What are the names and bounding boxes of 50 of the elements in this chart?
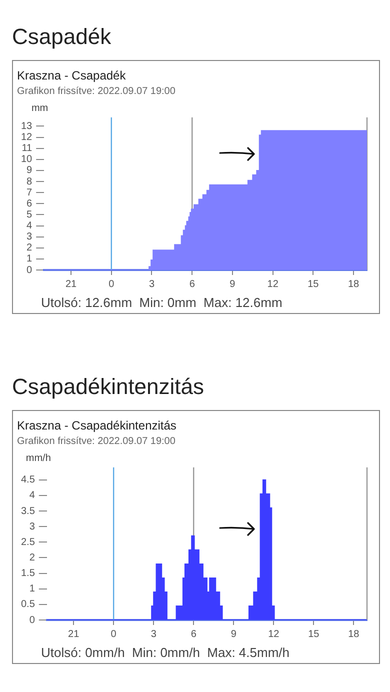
y-tick-label: 8 bbox=[26, 176, 33, 188]
y-tick-label: 0.5 bbox=[20, 599, 36, 610]
y-tick-label: 4 bbox=[29, 490, 36, 502]
chart-subtitle: Kraszna - Csapadékintenzitás bbox=[17, 418, 176, 433]
y-tick-label: 1 bbox=[26, 254, 33, 265]
x-tick-label: 15 bbox=[308, 628, 320, 640]
text: Grafikon frissítve: 2022.09.07 19:00 bbox=[17, 436, 176, 448]
y-tick-label: 10 bbox=[21, 154, 33, 166]
y-tick-label: 3 bbox=[26, 232, 33, 243]
y-tick-label: 9 bbox=[26, 165, 33, 176]
text: Utolsó: 12.6mm Min: 0mm Max: 12.6mm bbox=[41, 295, 282, 310]
y-tick-label: 3.5 bbox=[20, 506, 36, 517]
x-tick-label: 12 bbox=[267, 278, 279, 290]
x-tick-label: 12 bbox=[268, 628, 280, 640]
text: Grafikon frissítve: 2022.09.07 19:00 bbox=[17, 86, 176, 98]
y-axis-title: mm bbox=[31, 103, 48, 114]
text: Utolsó: 0mm/h Min: 0mm/h Max: 4.5mm/h bbox=[41, 645, 290, 660]
x-tick-label: 9 bbox=[230, 628, 237, 640]
y-tick-label: 2 bbox=[29, 552, 36, 564]
x-tick-label: 9 bbox=[230, 278, 236, 290]
y-tick-label: 5 bbox=[26, 209, 33, 220]
y-tick-label: 3 bbox=[29, 521, 36, 532]
y-tick-label: 6 bbox=[26, 198, 33, 210]
x-tick-label: 3 bbox=[150, 628, 157, 640]
x-tick-label: 0 bbox=[110, 628, 117, 640]
x-tick-label: 3 bbox=[148, 278, 155, 290]
x-tick-label: 0 bbox=[108, 278, 115, 290]
chart-title: Csapadék bbox=[12, 24, 112, 50]
y-tick-label: 2.5 bbox=[20, 536, 36, 548]
y-tick-label: 4 bbox=[26, 220, 33, 232]
x-tick-label: 18 bbox=[348, 278, 360, 290]
x-tick-label: 21 bbox=[68, 628, 80, 640]
x-tick-label: 15 bbox=[308, 278, 320, 290]
y-tick-label: 0 bbox=[29, 614, 36, 626]
x-tick-label: 6 bbox=[190, 628, 197, 640]
y-axis-title: mm/h bbox=[26, 453, 51, 464]
x-tick-label: 21 bbox=[65, 278, 78, 290]
y-tick-label: 2 bbox=[26, 242, 33, 254]
y-tick-label: 7 bbox=[26, 187, 33, 198]
x-tick-label: 18 bbox=[348, 628, 360, 640]
y-tick-label: 1.5 bbox=[20, 568, 36, 580]
y-tick-label: 11 bbox=[22, 143, 33, 154]
y-tick-label: 4.5 bbox=[20, 474, 36, 486]
x-tick-label: 6 bbox=[189, 278, 196, 290]
y-tick-label: 12 bbox=[21, 132, 33, 144]
y-tick-label: 1 bbox=[29, 584, 36, 595]
chart-title: Csapadékintenzitás bbox=[12, 374, 206, 400]
y-tick-label: 13 bbox=[21, 120, 33, 132]
y-tick-label: 0 bbox=[26, 264, 33, 276]
chart-subtitle: Kraszna - Csapadék bbox=[17, 68, 127, 83]
